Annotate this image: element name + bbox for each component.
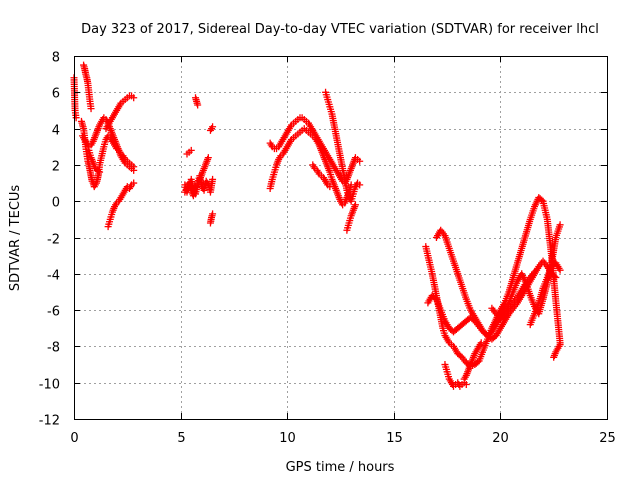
data-point xyxy=(130,94,138,102)
data-point xyxy=(72,114,80,122)
data-point xyxy=(356,181,364,189)
series-b2 xyxy=(192,94,202,109)
data-point xyxy=(130,166,138,174)
data-point xyxy=(326,183,334,191)
series-b1 xyxy=(183,146,195,158)
axes: 0 5 10 15 20 25 -12 -10 -8 -6 -4 -2 0 2 4 6 8 xyxy=(39,51,616,447)
y-tick-label: 0 xyxy=(52,196,60,211)
data-point xyxy=(187,146,195,154)
data-point xyxy=(356,157,364,165)
data-point xyxy=(194,101,202,109)
y-tick-label: 6 xyxy=(52,87,60,102)
y-tick-label: -4 xyxy=(47,269,60,284)
series-c5 xyxy=(343,201,359,234)
data-point xyxy=(209,175,217,183)
series-b4 xyxy=(181,154,212,200)
x-tick-label: 15 xyxy=(386,431,403,446)
y-tick-label: 8 xyxy=(52,51,60,66)
series-a4 xyxy=(79,114,138,174)
data-points xyxy=(70,61,564,390)
y-tick-label: 2 xyxy=(52,160,60,175)
y-tick-label: -2 xyxy=(47,233,60,248)
data-point xyxy=(96,168,104,176)
series-a7 xyxy=(85,146,104,176)
series-c3 xyxy=(322,88,364,205)
data-point xyxy=(531,268,539,276)
series-b5 xyxy=(206,123,217,134)
y-tick-label: -8 xyxy=(47,341,60,356)
data-point xyxy=(550,272,558,280)
y-tick-label: -10 xyxy=(39,378,60,393)
data-point xyxy=(556,221,564,229)
x-tick-label: 0 xyxy=(70,431,78,446)
series-a1 xyxy=(70,74,80,122)
data-point xyxy=(462,381,470,389)
y-tick-label: -6 xyxy=(47,305,60,320)
chart-title: Day 323 of 2017, Sidereal Day-to-day VTE… xyxy=(81,22,599,37)
series-d6 xyxy=(526,259,564,329)
series-d4 xyxy=(441,361,470,390)
y-tick-label: 4 xyxy=(52,124,60,139)
series-d5 xyxy=(488,268,539,323)
data-point xyxy=(552,273,560,281)
series-c2 xyxy=(266,114,364,187)
series-d7 xyxy=(550,341,564,361)
data-point xyxy=(204,154,212,162)
series-a5 xyxy=(104,179,138,231)
x-tick-label: 5 xyxy=(177,431,185,446)
x-tick-label: 25 xyxy=(599,431,616,446)
series-a6 xyxy=(102,92,138,133)
x-tick-label: 10 xyxy=(279,431,296,446)
data-point xyxy=(556,341,564,349)
data-point xyxy=(209,210,217,218)
series-c4 xyxy=(309,161,334,191)
series-a2 xyxy=(80,61,95,113)
series-d8 xyxy=(460,339,485,383)
data-point xyxy=(351,201,359,209)
data-point xyxy=(556,266,564,274)
data-point xyxy=(477,339,485,347)
y-tick-label: -12 xyxy=(39,414,60,429)
x-axis-label: GPS time / hours xyxy=(286,460,395,475)
data-point xyxy=(87,105,95,113)
series-b6 xyxy=(206,210,217,227)
y-axis-label: SDTVAR / TECUs xyxy=(8,185,23,292)
data-point xyxy=(130,179,138,187)
x-tick-label: 20 xyxy=(492,431,509,446)
data-point xyxy=(209,123,217,131)
